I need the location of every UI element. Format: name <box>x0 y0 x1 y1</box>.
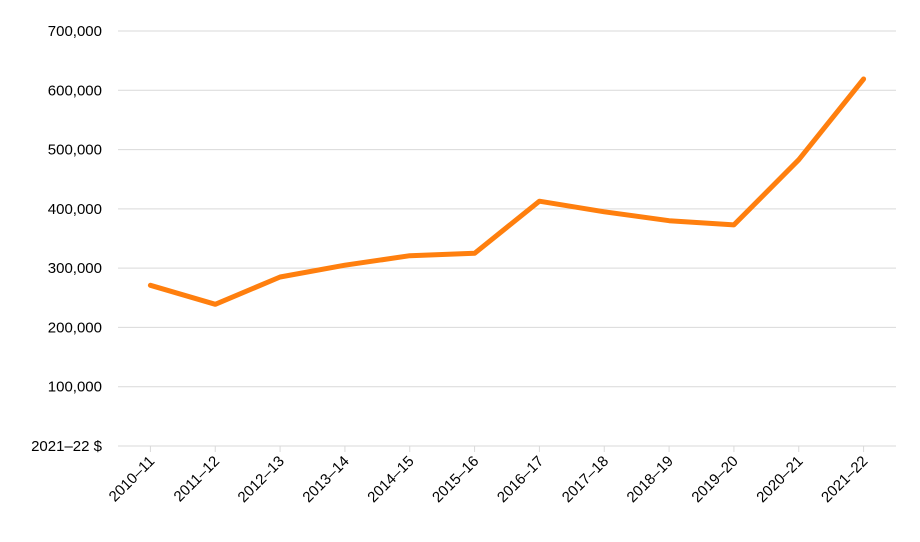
y-tick-label: 600,000 <box>48 82 102 99</box>
x-tick-label: 2014–15 <box>364 453 417 506</box>
x-tick-label: 2015–16 <box>429 453 482 506</box>
x-tick-label: 2016–17 <box>494 453 547 506</box>
y-tick-label: 200,000 <box>48 319 102 336</box>
x-tick-label: 2021–22 <box>818 453 871 506</box>
y-tick-label: 300,000 <box>48 260 102 277</box>
y-tick-label: 500,000 <box>48 142 102 159</box>
x-axis: 2010–11 2011–12 2012–13 2013–14 2014–15 2015–… <box>106 445 896 506</box>
gridlines <box>118 30 896 388</box>
series-group <box>147 76 867 307</box>
x-tick-label: 2013–14 <box>299 453 352 506</box>
y-axis-unit-label: 2021–22 $ <box>31 438 103 455</box>
x-tick-label: 2019–20 <box>688 453 741 506</box>
series-line <box>147 76 867 307</box>
x-tick-label: 2017–18 <box>559 453 612 506</box>
y-axis-ticks: 100,000 200,000 300,000 400,000 500,000 600,0… <box>31 23 103 455</box>
x-tick-label: 2011–12 <box>171 453 224 506</box>
x-tick-label: 2020–21 <box>753 453 806 506</box>
x-tick-label: 2010–11 <box>106 453 159 506</box>
x-tick-label: 2018–19 <box>624 453 677 506</box>
x-tick-label: 2012–13 <box>235 453 288 506</box>
y-tick-label: 700,000 <box>48 23 102 40</box>
y-tick-label: 400,000 <box>48 201 102 218</box>
y-tick-label: 100,000 <box>48 379 102 396</box>
